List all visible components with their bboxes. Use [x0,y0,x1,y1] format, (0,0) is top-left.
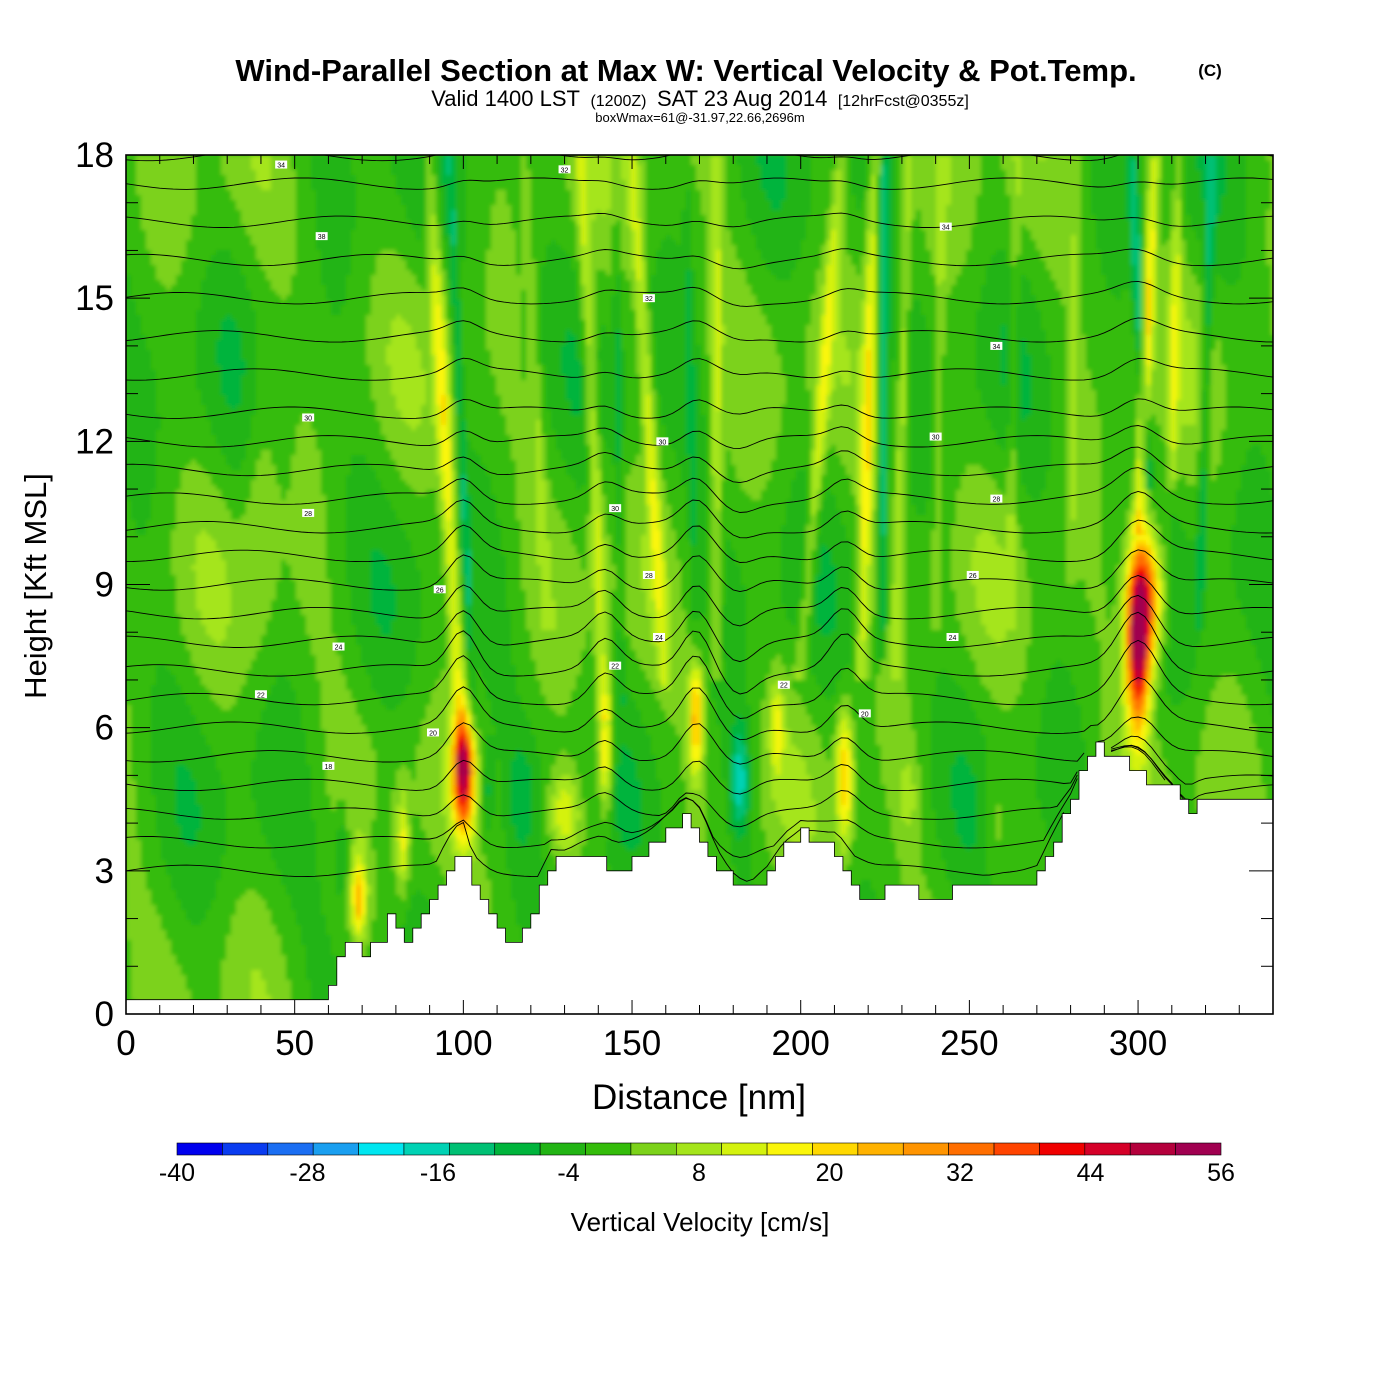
contour-label: 28 [645,573,653,580]
x-tick-label: 100 [434,1024,492,1063]
colorbar-label: Vertical Velocity [cm/s] [571,1207,830,1237]
contour-label: 24 [655,635,663,642]
colorbar-swatch [1039,1143,1084,1155]
x-axis-label: Distance [nm] [592,1078,806,1117]
y-tick-label: 6 [95,709,114,748]
y-tick-label: 18 [75,136,114,175]
colorbar-swatch [722,1143,767,1155]
colorbar [177,1143,1221,1155]
x-tick-label: 0 [116,1024,135,1063]
colorbar-swatch [586,1143,631,1155]
contour-label: 24 [949,635,957,642]
colorbar-swatch [903,1143,948,1155]
contour-label: 30 [658,439,666,446]
contour-label: 22 [611,664,619,671]
colorbar-swatch [313,1143,358,1155]
copyright-mark: (C) [1198,61,1222,80]
contour-label: 26 [969,573,977,580]
colorbar-swatch [404,1143,449,1155]
chart-title: Wind-Parallel Section at Max W: Vertical… [235,53,1136,88]
colorbar-swatch [1130,1143,1175,1155]
colorbar-swatch [1176,1143,1221,1155]
y-tick-label: 3 [95,852,114,891]
contour-label: 38 [318,234,326,241]
contour-label: 18 [325,764,333,771]
colorbar-tick-label: -16 [420,1159,456,1187]
y-tick-label: 15 [75,279,114,318]
y-tick-label: 9 [95,566,114,605]
x-tick-label: 150 [603,1024,661,1063]
contour-label: 26 [436,587,444,594]
colorbar-swatch [268,1143,313,1155]
contour-label: 28 [992,497,1000,504]
y-axis-label: Height [Kft MSL] [18,473,53,699]
colorbar-tick-label: 56 [1207,1159,1235,1187]
contour-label: 22 [780,683,788,690]
colorbar-tick-label: -4 [557,1159,579,1187]
colorbar-tick-label: 20 [816,1159,844,1187]
colorbar-tick-label: -40 [159,1159,195,1187]
contour-label: 20 [429,730,437,737]
contour-label: 28 [304,511,312,518]
colorbar-swatch [1085,1143,1130,1155]
colorbar-swatch [495,1143,540,1155]
colorbar-swatch [812,1143,857,1155]
colorbar-swatch [858,1143,903,1155]
contour-label: 32 [645,296,653,303]
contour-label: 34 [992,344,1000,351]
colorbar-swatch [994,1143,1039,1155]
contour-label: 34 [277,163,285,170]
contour-label: 22 [257,692,265,699]
contour-label: 24 [335,645,343,652]
colorbar-tick-label: 8 [692,1159,706,1187]
contour-label: 30 [932,435,940,442]
colorbar-swatch [540,1143,585,1155]
plot-area: 34 32 38 34 32 34 30 30 30 28 30 28 26 28 26 24 24 24 22 22… [126,147,1281,1016]
colorbar-swatch [676,1143,721,1155]
colorbar-tick-label: 44 [1077,1159,1105,1187]
x-tick-label: 200 [772,1024,830,1063]
contour-label: 30 [611,506,619,513]
colorbar-swatch [359,1143,404,1155]
colorbar-tick-label: 32 [946,1159,974,1187]
x-tick-label: 300 [1109,1024,1167,1063]
y-tick-label: 12 [75,422,114,461]
colorbar-swatch [222,1143,267,1155]
colorbar-swatch [177,1143,222,1155]
contour-label: 34 [942,225,950,232]
contour-label: 32 [561,167,569,174]
x-tick-label: 50 [275,1024,314,1063]
box-info: boxWmax=61@-31.97,22.66,2696m [595,110,804,125]
contour-label: 20 [861,711,869,718]
y-tick-label: 0 [95,995,114,1034]
colorbar-swatch [767,1143,812,1155]
contour-label: 30 [304,415,312,422]
colorbar-swatch [949,1143,994,1155]
colorbar-swatch [631,1143,676,1155]
colorbar-swatch [449,1143,494,1155]
colorbar-tick-label: -28 [289,1159,325,1187]
x-tick-label: 250 [940,1024,998,1063]
